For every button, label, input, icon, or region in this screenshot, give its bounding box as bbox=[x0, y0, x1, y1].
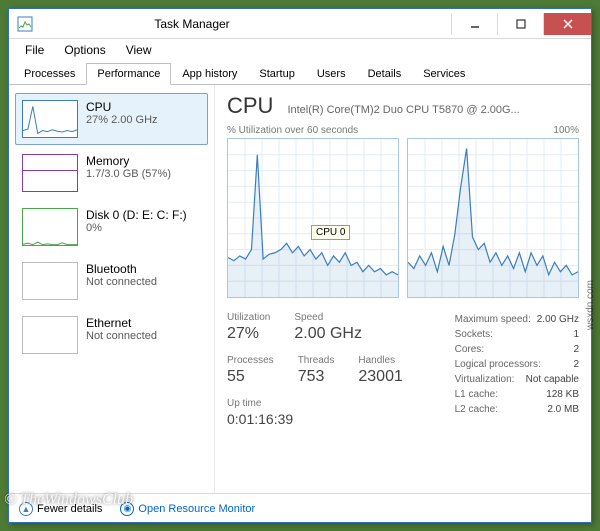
right-stat: Logical processors:2 bbox=[455, 357, 579, 372]
bottom-bar: ▲ Fewer details ◉ Open Resource Monitor bbox=[9, 493, 591, 523]
main-panel: CPU Intel(R) Core(TM)2 Duo CPU T5870 @ 2… bbox=[215, 85, 591, 493]
detail-subheading: Intel(R) Core(TM)2 Duo CPU T5870 @ 2.00G… bbox=[287, 104, 519, 116]
resource-monitor-link[interactable]: ◉ Open Resource Monitor bbox=[120, 502, 255, 516]
cpu-chart-0[interactable]: CPU 0 bbox=[227, 138, 399, 298]
sidebar-item-disk[interactable]: Disk 0 (D: E: C: F:)0% bbox=[15, 201, 208, 253]
window-title: Task Manager bbox=[0, 17, 451, 31]
maximize-button[interactable] bbox=[497, 13, 543, 35]
menu-view[interactable]: View bbox=[116, 41, 162, 59]
right-stat: Virtualization:Not capable bbox=[455, 372, 579, 387]
uptime-label: Up time bbox=[227, 398, 403, 409]
menu-options[interactable]: Options bbox=[54, 41, 115, 59]
thumb-chart bbox=[22, 208, 78, 246]
chevron-up-icon: ▲ bbox=[19, 502, 33, 516]
menu-file[interactable]: File bbox=[15, 41, 54, 59]
titlebar[interactable]: Task Manager bbox=[9, 9, 591, 39]
util-max: 100% bbox=[553, 125, 579, 136]
stat-utilization: Utilization27% bbox=[227, 312, 270, 343]
stat-handles: Handles23001 bbox=[358, 355, 403, 386]
sidebar-item-sub: 0% bbox=[86, 222, 187, 234]
side-watermark: wsxdn.com bbox=[585, 280, 596, 330]
tab-processes[interactable]: Processes bbox=[13, 63, 86, 84]
stat-speed: Speed2.00 GHz bbox=[294, 312, 362, 343]
cpu-chart-1[interactable] bbox=[407, 138, 579, 298]
stat-threads: Threads753 bbox=[298, 355, 335, 386]
uptime-value: 0:01:16:39 bbox=[227, 411, 403, 427]
tab-app-history[interactable]: App history bbox=[171, 63, 248, 84]
thumb-chart bbox=[22, 262, 78, 300]
task-manager-window: Task Manager FileOptionsView ProcessesPe… bbox=[8, 8, 592, 523]
right-stat: L1 cache:128 KB bbox=[455, 387, 579, 402]
thumb-chart bbox=[22, 100, 78, 138]
detail-heading: CPU bbox=[227, 93, 273, 119]
sidebar-item-sub: Not connected bbox=[86, 276, 157, 288]
tab-details[interactable]: Details bbox=[357, 63, 413, 84]
right-stat: Cores:2 bbox=[455, 342, 579, 357]
right-stats: Maximum speed:2.00 GHzSockets:1Cores:2Lo… bbox=[455, 312, 579, 427]
tab-startup[interactable]: Startup bbox=[248, 63, 305, 84]
stat-processes: Processes55 bbox=[227, 355, 274, 386]
resmon-icon: ◉ bbox=[120, 502, 134, 516]
right-stat: Sockets:1 bbox=[455, 327, 579, 342]
menubar: FileOptionsView bbox=[9, 39, 591, 61]
tab-users[interactable]: Users bbox=[306, 63, 357, 84]
sidebar: CPU27% 2.00 GHzMemory1.7/3.0 GB (57%)Dis… bbox=[9, 85, 215, 493]
thumb-chart bbox=[22, 316, 78, 354]
sidebar-item-cpu[interactable]: CPU27% 2.00 GHz bbox=[15, 93, 208, 145]
close-button[interactable] bbox=[543, 13, 591, 35]
thumb-chart bbox=[22, 154, 78, 192]
sidebar-item-sub: Not connected bbox=[86, 330, 157, 342]
sidebar-item-ethernet[interactable]: EthernetNot connected bbox=[15, 309, 208, 361]
sidebar-item-sub: 1.7/3.0 GB (57%) bbox=[86, 168, 171, 180]
right-stat: L2 cache:2.0 MB bbox=[455, 402, 579, 417]
sidebar-item-title: Memory bbox=[86, 154, 171, 168]
sidebar-item-bluetooth[interactable]: BluetoothNot connected bbox=[15, 255, 208, 307]
util-label: % Utilization over 60 seconds bbox=[227, 125, 358, 136]
tab-services[interactable]: Services bbox=[412, 63, 476, 84]
right-stat: Maximum speed:2.00 GHz bbox=[455, 312, 579, 327]
minimize-button[interactable] bbox=[451, 13, 497, 35]
sidebar-item-title: Disk 0 (D: E: C: F:) bbox=[86, 208, 187, 222]
sidebar-item-title: Ethernet bbox=[86, 316, 157, 330]
tab-performance[interactable]: Performance bbox=[86, 63, 171, 85]
sidebar-item-title: CPU bbox=[86, 100, 158, 114]
chart-tooltip: CPU 0 bbox=[311, 225, 350, 240]
sidebar-item-memory[interactable]: Memory1.7/3.0 GB (57%) bbox=[15, 147, 208, 199]
tabs: ProcessesPerformanceApp historyStartupUs… bbox=[9, 61, 591, 85]
sidebar-item-sub: 27% 2.00 GHz bbox=[86, 114, 158, 126]
sidebar-item-title: Bluetooth bbox=[86, 262, 157, 276]
fewer-details-link[interactable]: ▲ Fewer details bbox=[19, 502, 102, 516]
